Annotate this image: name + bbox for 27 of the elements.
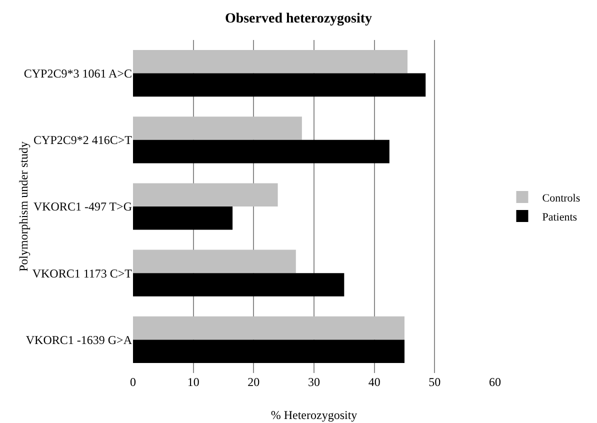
x-tick-label: 40 [368,375,380,389]
bar [133,116,302,140]
bar [133,140,390,164]
x-axis-title: % Heterozygosity [270,408,358,422]
chart-title: Observed heterozygosity [224,11,372,26]
x-tick-label: 60 [489,375,501,389]
x-tick-label: 0 [130,375,136,389]
bar [133,250,296,274]
y-tick-label: VKORC1 -497 T>G [33,200,132,214]
bar [133,316,404,340]
y-tick-label: VKORC1 -1639 G>A [26,332,132,347]
y-tick-label: CYP2C9*2 416C>T [34,133,133,148]
legend-label: Controls [542,192,580,204]
bar [133,73,426,97]
bar [133,273,344,296]
y-tick-label: CYP2C9*3 1061 A>C [24,66,132,80]
bar [133,50,408,74]
y-axis-title: Polymorphism under study [16,141,30,272]
bar [133,206,233,230]
x-tick-label: 10 [187,375,200,389]
x-tick-label: 30 [308,375,320,389]
bar [133,340,404,364]
y-tick-label: VKORC1 1173 C>T [32,266,133,280]
bar [133,183,278,206]
x-tick-label: 50 [428,375,441,389]
x-tick-label: 20 [248,375,260,389]
legend-label: Patients [542,211,578,224]
